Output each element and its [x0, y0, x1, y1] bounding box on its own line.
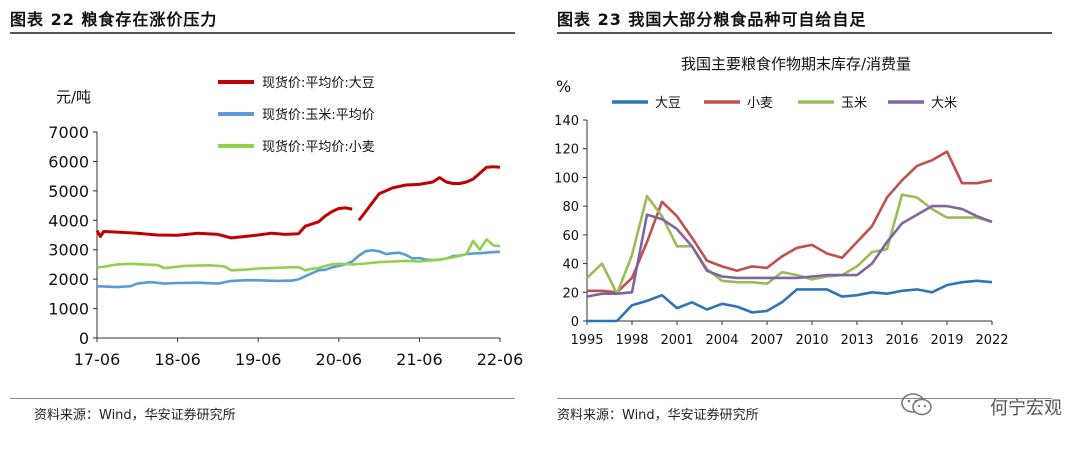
left-y-tick-label: 0 [79, 329, 89, 348]
right-y-tick-label: 0 [571, 315, 579, 330]
right-x-tick-label: 1995 [570, 333, 603, 348]
right-x-tick-label: 2019 [930, 333, 963, 348]
left-x-tick-label: 21-06 [396, 350, 443, 369]
right-stock-ratio-chart: 我国主要粮食作物期末库存/消费量% 0 20 40 60 80 100 120 140 1995 1… [554, 55, 1008, 348]
left-x-tick-label: 17-06 [74, 350, 121, 369]
right-figure-title: 图表 23 我国大部分粮食品种可自给自足 [557, 10, 867, 29]
right-x-tick-label: 1998 [615, 333, 648, 348]
left-y-tick-label: 1000 [48, 300, 89, 319]
right-y-tick-label: 100 [554, 171, 579, 186]
left-y-tick-label: 7000 [48, 123, 89, 142]
left-y-tick-label: 3000 [48, 241, 89, 260]
left-price-chart: 元/吨 0 1000 2000 3000 4000 5000 6000 7000 17-06 18-… [48, 75, 524, 369]
right-legend-label: 大米 [931, 96, 957, 111]
left-legend-label: 现货价:平均价:小麦 [262, 139, 375, 155]
right-legend-label: 玉米 [841, 96, 867, 111]
right-x-tick-label: 2004 [705, 333, 738, 348]
left-series-line [96, 238, 501, 272]
left-legend-label: 现货价:平均价:大豆 [262, 75, 375, 91]
left-y-tick-label: 5000 [48, 182, 89, 201]
right-x-tick-label: 2013 [840, 333, 873, 348]
right-series-line [586, 204, 993, 298]
right-series-line [587, 150, 993, 294]
right-x-tick-label: 2007 [750, 333, 783, 348]
right-x-tick-label: 2010 [795, 333, 828, 348]
left-source: 资料来源：Wind，华安证券研究所 [34, 408, 236, 423]
watermark: 何宁宏观 [990, 398, 1062, 419]
right-series-line [587, 279, 993, 323]
left-y-tick-label: 6000 [48, 152, 89, 171]
right-source-rule [557, 398, 1052, 399]
right-y-tick-label: 40 [562, 258, 579, 273]
right-legend-label: 小麦 [747, 96, 773, 111]
left-series-line [95, 165, 501, 240]
right-title-rule [557, 32, 1052, 34]
right-source: 资料来源：Wind，华安证券研究所 [557, 408, 759, 423]
left-x-tick-label: 18-06 [154, 350, 201, 369]
left-series-line [96, 249, 501, 289]
left-x-tick-label: 22-06 [477, 350, 524, 369]
right-y-tick-label: 140 [554, 114, 579, 129]
right-y-tick-label: 120 [554, 143, 579, 158]
left-title-rule [10, 32, 515, 34]
right-x-tick-label: 2022 [975, 333, 1008, 348]
left-x-tick-label: 20-06 [316, 350, 363, 369]
right-y-tick-label: 20 [562, 286, 579, 301]
right-series-line [586, 193, 993, 295]
right-x-tick-label: 2016 [885, 333, 918, 348]
wechat-icon [901, 393, 932, 416]
left-figure-title: 图表 22 粮食存在涨价压力 [10, 10, 218, 29]
left-legend-label: 现货价:玉米:平均价 [262, 107, 375, 123]
right-y-tick-label: 60 [562, 229, 579, 244]
right-y-tick-label: 80 [562, 200, 579, 215]
right-chart-title: 我国主要粮食作物期末库存/消费量 [681, 55, 911, 73]
left-y-unit: 元/吨 [56, 88, 91, 106]
left-x-tick-label: 19-06 [235, 350, 282, 369]
right-x-tick-label: 2001 [660, 333, 693, 348]
right-y-unit: % [556, 77, 571, 96]
right-legend-label: 大豆 [655, 96, 681, 111]
left-y-tick-label: 2000 [48, 270, 89, 289]
left-source-rule [10, 398, 515, 399]
left-y-tick-label: 4000 [48, 211, 89, 230]
